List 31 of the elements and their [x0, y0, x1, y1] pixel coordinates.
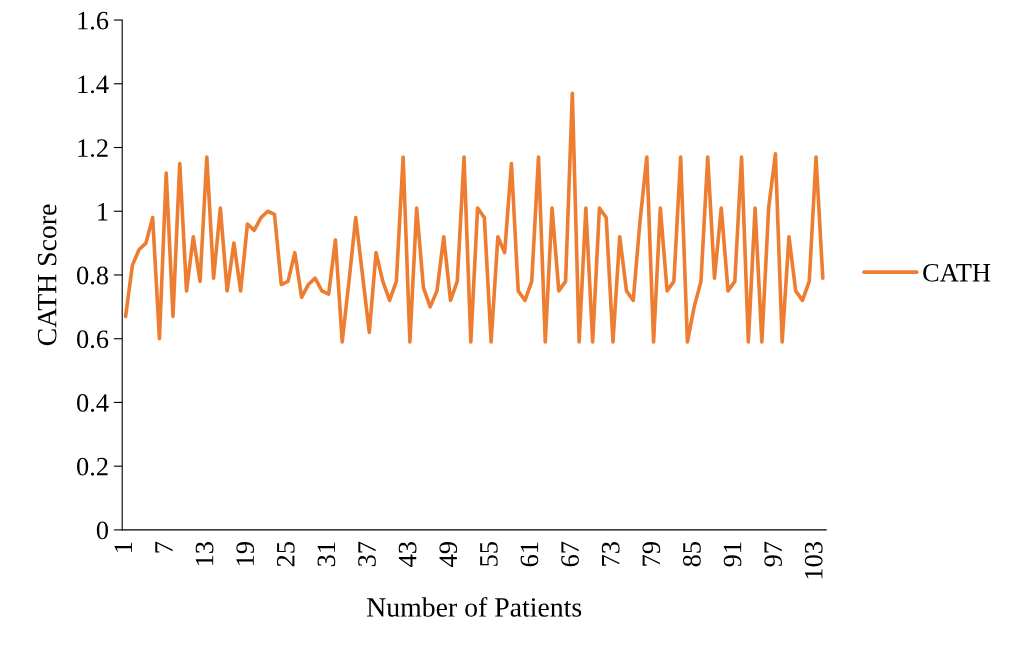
- x-tick-label: 43: [398, 542, 417, 567]
- y-tick-label: 0.6: [77, 330, 109, 349]
- x-tick-label: 91: [723, 542, 742, 567]
- line-series: [123, 91, 825, 344]
- x-tick-label: 73: [601, 542, 620, 566]
- x-axis-title: Number of Patients: [366, 596, 582, 617]
- x-tick-label: 49: [439, 542, 458, 567]
- y-tick-label: 0.4: [77, 394, 109, 412]
- x-tick-label: 25: [276, 542, 295, 567]
- legend-label: CATH: [923, 263, 991, 282]
- x-tick-label: 7: [155, 541, 173, 553]
- x-tick-label: 61: [520, 542, 539, 567]
- y-tick-label: 0: [96, 521, 109, 540]
- x-tick-label: 67: [561, 541, 579, 567]
- y-tick-label: 0.2: [77, 457, 108, 476]
- x-tick-label: 55: [480, 542, 498, 566]
- y-tick-label: 1.6: [78, 11, 109, 30]
- y-axis-title: CATH Score: [37, 204, 57, 346]
- x-tick-label: 85: [682, 542, 701, 567]
- y-tick-label: 1.4: [78, 75, 109, 94]
- y-tick-label: 0.8: [77, 266, 109, 285]
- x-tick-label: 79: [642, 542, 661, 566]
- y-tick-label: 1: [98, 202, 108, 221]
- x-tick-label: 97: [764, 541, 783, 567]
- x-tick-label: 31: [317, 542, 336, 567]
- y-tick-label: 1.2: [78, 139, 108, 158]
- x-tick-label: 19: [236, 542, 255, 566]
- x-tick-label: 13: [195, 542, 214, 566]
- x-tick-label: 37: [358, 541, 376, 567]
- x-tick-label: 1: [114, 542, 132, 552]
- x-tick-label: 103: [804, 542, 823, 579]
